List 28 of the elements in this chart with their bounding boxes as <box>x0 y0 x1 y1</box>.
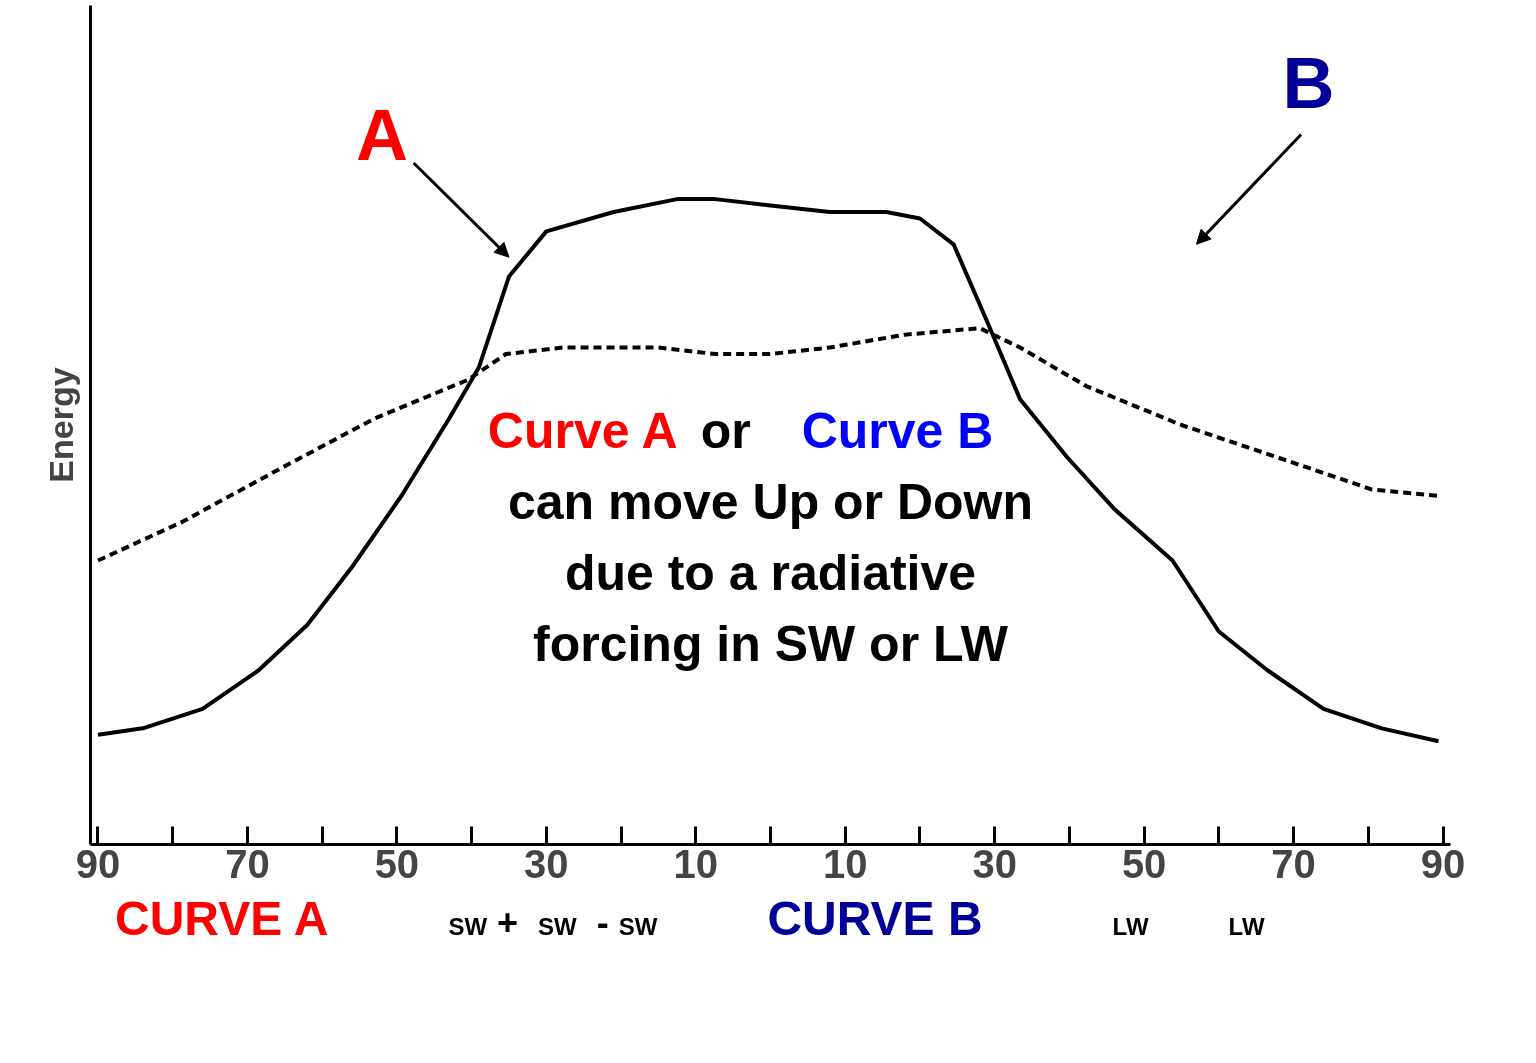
text: - <box>596 902 609 943</box>
text: LW <box>1228 913 1265 940</box>
text: LW <box>1112 913 1149 940</box>
annotation: due to a radiative <box>564 545 977 602</box>
x-tick-label: 10 <box>822 841 868 886</box>
x-tick-label: 30 <box>524 841 569 886</box>
text: B <box>1282 42 1335 123</box>
x-tick-label: 90 <box>1420 841 1466 886</box>
text: SW <box>448 913 488 940</box>
x-tick-label: 10 <box>673 841 719 886</box>
annotation: or <box>700 403 751 460</box>
text: CURVE A <box>115 892 329 945</box>
text: CURVE B <box>767 892 983 945</box>
text: + <box>497 902 519 943</box>
x-tick-label: 50 <box>1121 841 1167 886</box>
annotation: Curve B <box>801 403 994 460</box>
x-tick-label: 50 <box>374 841 420 886</box>
annotation: forcing in SW or LW <box>533 616 1009 673</box>
text: SW <box>538 913 577 940</box>
y-axis-title: Energy <box>41 367 80 483</box>
x-tick-label: 90 <box>75 841 121 886</box>
annotation: A <box>355 94 408 175</box>
x-tick-label: 30 <box>972 841 1017 886</box>
text: SW <box>618 913 658 940</box>
annotation: can move Up or Down <box>507 474 1034 531</box>
annotation: Curve A <box>487 403 678 460</box>
x-tick-label: 70 <box>1271 841 1316 886</box>
x-tick-label: 70 <box>225 841 270 886</box>
